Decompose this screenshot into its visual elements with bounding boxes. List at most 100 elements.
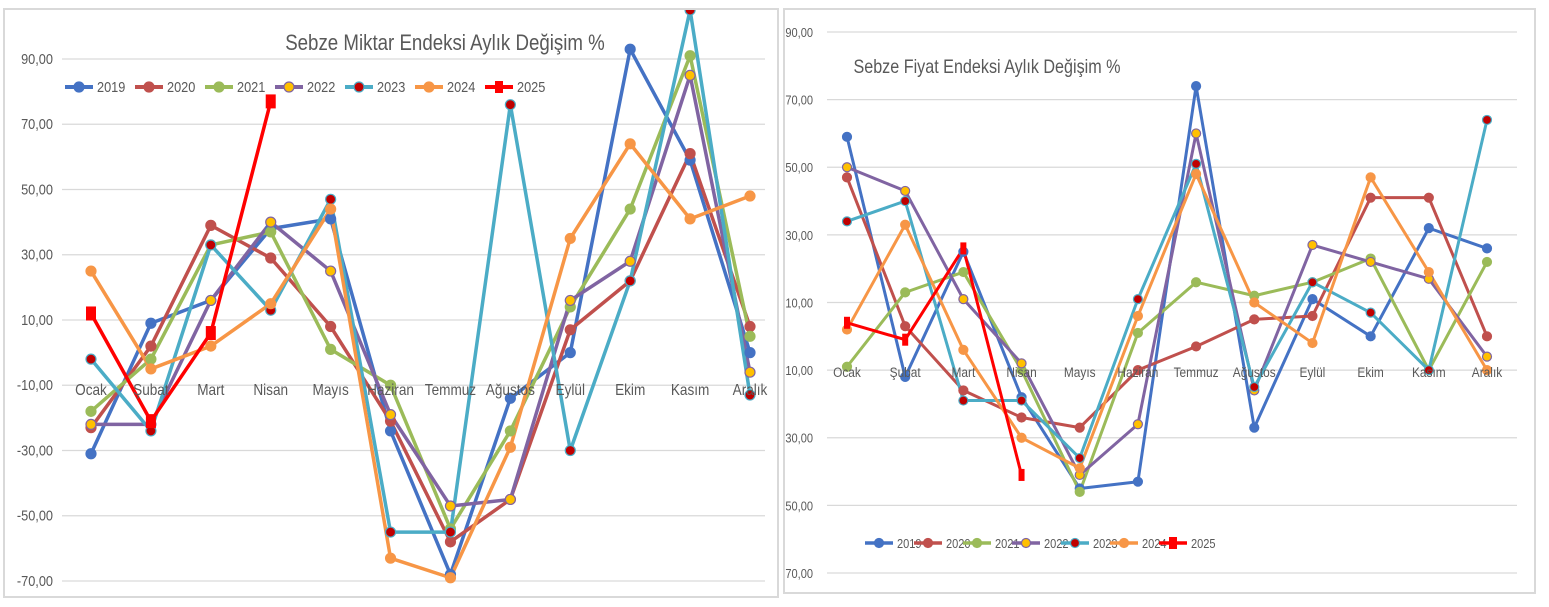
data-point-2024 xyxy=(205,340,217,352)
series-line-2019 xyxy=(845,84,1488,490)
data-point-2021 xyxy=(145,353,157,365)
data-point-2022 xyxy=(900,185,911,197)
data-point-2020 xyxy=(1190,341,1202,352)
legend-label-2024: 2024 xyxy=(1142,536,1167,551)
x-tick-label: Haziran xyxy=(1117,364,1158,380)
data-point-2021 xyxy=(841,361,853,372)
data-point-2024 xyxy=(684,213,696,225)
data-point-2022 xyxy=(325,265,337,277)
legend-marker-2021 xyxy=(213,81,225,93)
data-point-2023 xyxy=(85,353,97,365)
data-point-2024 xyxy=(1190,168,1202,180)
legend-label-2020: 2020 xyxy=(167,78,196,95)
x-tick-label: Aralık xyxy=(733,382,768,399)
data-point-2023 xyxy=(744,389,756,401)
legend-label-2019: 2019 xyxy=(897,536,922,551)
x-tick-label: Eylül xyxy=(556,382,585,399)
y-tick-label: -30,00 xyxy=(17,441,53,458)
data-point-2021 xyxy=(744,330,756,342)
data-point-2019 xyxy=(1249,422,1260,433)
legend-marker-2024 xyxy=(1118,537,1130,549)
data-point-2024 xyxy=(1132,310,1144,322)
data-point-2022 xyxy=(1307,239,1318,251)
x-tick-label: Haziran xyxy=(367,382,414,399)
legend-marker-2020 xyxy=(143,81,155,93)
x-tick-label: Ocak xyxy=(833,364,861,380)
data-point-2023 xyxy=(384,526,397,538)
data-point-2024 xyxy=(85,265,97,277)
data-point-2023 xyxy=(684,10,696,16)
data-point-2019 xyxy=(325,213,337,225)
data-point-2025 xyxy=(205,326,216,341)
data-point-2021 xyxy=(384,379,397,391)
data-point-2021 xyxy=(958,266,969,278)
chart-title: Sebze Fiyat Endeksi Aylık Değişim % xyxy=(853,56,1120,78)
data-point-2022 xyxy=(841,162,853,173)
data-point-2022 xyxy=(205,294,217,307)
data-point-2020 xyxy=(564,324,576,336)
series-line-2025 xyxy=(846,246,1023,476)
series-line-2023 xyxy=(846,119,1489,460)
x-tick-label: Kasım xyxy=(1412,364,1446,380)
x-tick-label: Mart xyxy=(197,382,225,399)
data-point-2019 xyxy=(744,347,756,359)
data-point-2019 xyxy=(564,347,576,359)
gridlines xyxy=(62,58,765,582)
data-point-2020 xyxy=(1365,192,1376,203)
x-tick-label: Mart xyxy=(951,364,975,380)
data-point-2020 xyxy=(444,536,457,548)
series-line-2021 xyxy=(89,53,752,531)
data-point-2023 xyxy=(205,239,217,251)
data-point-2022 xyxy=(684,69,696,81)
data-point-2024 xyxy=(384,552,397,564)
legend-marker-2019 xyxy=(873,537,885,549)
data-point-2024 xyxy=(265,298,277,310)
chart-title: Sebze Miktar Endeksi Aylık Değişim % xyxy=(285,32,605,56)
data-point-2023 xyxy=(1074,452,1085,464)
data-point-2021 xyxy=(85,405,97,417)
data-point-2025 xyxy=(1018,468,1025,481)
y-tick-label: 70,00 xyxy=(21,115,53,132)
data-point-2023 xyxy=(1016,395,1027,406)
legend-marker-2019 xyxy=(73,81,85,93)
data-point-2023 xyxy=(564,444,576,457)
legend-label-2022: 2022 xyxy=(307,78,336,95)
data-point-2022 xyxy=(384,409,397,421)
data-point-2021 xyxy=(265,226,277,238)
legend: 2019 2020 2021 2022 2023 2024 2025 xyxy=(65,78,546,95)
legend-label-2025: 2025 xyxy=(517,78,546,95)
legend-marker-2020 xyxy=(922,537,934,549)
data-point-2020 xyxy=(1016,412,1027,423)
x-tick-label: Mayıs xyxy=(313,382,349,399)
data-point-2025 xyxy=(902,333,909,346)
series-group xyxy=(841,80,1493,497)
y-tick-label: -50,00 xyxy=(785,499,813,514)
data-point-2020 xyxy=(1307,310,1318,322)
legend-marker-2021 xyxy=(971,537,983,549)
data-point-2021 xyxy=(325,343,337,355)
data-point-2020 xyxy=(958,385,969,396)
data-point-2020 xyxy=(900,321,911,332)
data-point-2025 xyxy=(844,316,850,329)
y-tick-label: 30,00 xyxy=(21,246,53,263)
legend-marker-2023 xyxy=(353,81,365,93)
data-point-2020 xyxy=(1249,314,1260,325)
series-line-2024 xyxy=(845,172,1489,470)
data-point-2019 xyxy=(1132,476,1144,487)
x-tick-label: Şubat xyxy=(133,382,169,399)
data-point-2021 xyxy=(900,287,911,298)
series-line-2023 xyxy=(89,10,752,534)
x-tick-label: Nisan xyxy=(1006,364,1036,380)
y-tick-label: -30,00 xyxy=(785,431,813,446)
data-point-2022 xyxy=(624,255,636,267)
y-tick-label: -10,00 xyxy=(785,363,813,378)
data-point-2020 xyxy=(684,148,696,160)
x-tick-label: Şubat xyxy=(890,364,921,380)
data-point-2022 xyxy=(564,294,576,307)
data-point-2023 xyxy=(900,195,911,207)
data-point-2024 xyxy=(1249,297,1260,308)
series-line-2019 xyxy=(89,47,752,577)
data-point-2019 xyxy=(1423,223,1434,234)
x-tick-label: Temmuz xyxy=(1174,364,1219,380)
data-point-2023 xyxy=(1132,294,1144,305)
